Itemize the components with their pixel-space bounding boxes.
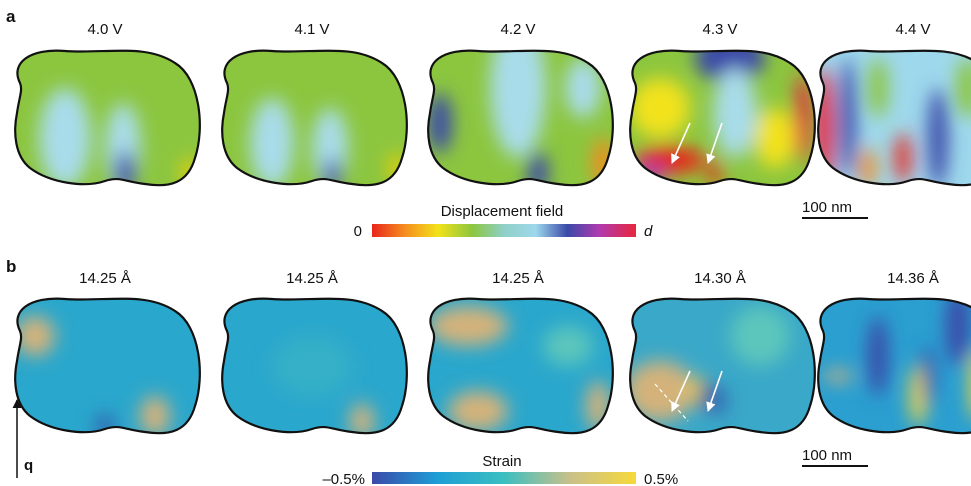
map-region <box>428 306 508 346</box>
particle-outline <box>629 49 816 187</box>
axis-label: q <box>24 457 33 474</box>
map-region <box>15 316 55 356</box>
defect-arrow <box>671 370 691 412</box>
particle-outline <box>221 297 408 435</box>
map-panel <box>428 298 613 434</box>
map-region <box>635 163 665 183</box>
panel-title: 14.25 Å <box>286 270 338 287</box>
colorbar-min: 0 <box>354 223 362 240</box>
panel-title: 4.2 V <box>500 21 535 38</box>
map-panel <box>15 298 200 434</box>
map-region <box>182 158 198 186</box>
map-region <box>630 361 695 421</box>
map-panel <box>15 50 200 186</box>
colorbar-max: d <box>644 223 653 240</box>
map-panel <box>630 50 815 186</box>
map-region <box>528 151 548 186</box>
map-region <box>695 50 765 83</box>
colorbar-max: 0.5% <box>644 471 678 486</box>
map-region <box>428 93 452 153</box>
panel-title: 14.30 Å <box>694 270 746 287</box>
map-region <box>565 58 601 118</box>
map-region <box>910 366 926 426</box>
map-region <box>730 306 790 366</box>
colorbar-title: Strain <box>482 453 521 470</box>
map-panel <box>818 50 971 186</box>
map-region <box>630 78 690 138</box>
map-region <box>795 73 811 163</box>
map-region <box>709 158 721 186</box>
map-region <box>714 385 726 417</box>
panels: 4.0 V 4.1 V 4.2 V 4.3 V 4.4 V 14.25 Å 14.25 Å 1… <box>14 21 971 435</box>
colorbar-title: Displacement field <box>441 203 564 220</box>
map-region <box>956 58 971 118</box>
map-panel <box>818 298 971 434</box>
map-region <box>868 316 888 396</box>
defect-arrow <box>706 370 723 412</box>
map-region <box>818 68 833 186</box>
panel-label: a <box>6 7 16 26</box>
particle-outline <box>221 49 408 187</box>
map-region <box>115 151 135 186</box>
particle-outline <box>14 49 201 187</box>
panel-title: 4.3 V <box>702 21 737 38</box>
panel-title: 14.25 Å <box>492 270 544 287</box>
map-region <box>490 50 546 158</box>
particle-outline <box>629 297 816 435</box>
dashed-line <box>654 383 689 422</box>
particle-outline <box>427 49 614 187</box>
map-region <box>946 298 970 366</box>
map-region <box>324 158 340 186</box>
map-texture <box>818 58 971 186</box>
map-region <box>928 88 948 186</box>
map-texture <box>428 306 610 431</box>
map-region <box>593 138 613 186</box>
panel-title: 4.1 V <box>294 21 329 38</box>
map-region <box>895 133 911 183</box>
map-region <box>350 403 374 434</box>
map-texture <box>823 298 971 426</box>
map-region <box>635 146 705 174</box>
defect-arrow <box>671 122 691 164</box>
map-panel <box>222 298 407 434</box>
map-region <box>713 68 757 158</box>
panel-title: 14.36 Å <box>887 270 939 287</box>
map-panel <box>428 50 613 186</box>
map-panel <box>630 298 815 434</box>
map-texture <box>272 336 374 434</box>
map-region <box>95 414 115 434</box>
colorbar-min: –0.5% <box>322 471 365 486</box>
map-region <box>140 396 170 434</box>
particle-outline <box>427 297 614 435</box>
panel-title: 14.25 Å <box>79 270 131 287</box>
map-region <box>922 346 934 406</box>
map-panel <box>222 50 407 186</box>
colorbar <box>372 472 636 484</box>
particle-outline <box>14 297 201 435</box>
map-region <box>823 370 853 382</box>
panel-label: b <box>6 257 16 276</box>
scale-bar-label: 100 nm <box>802 199 852 216</box>
particle-outline <box>817 49 971 187</box>
panel-title: 4.4 V <box>895 21 930 38</box>
colorbar <box>372 224 636 237</box>
map-region <box>250 98 294 186</box>
map-fill <box>818 298 971 434</box>
map-texture <box>428 50 613 186</box>
panel-title: 4.0 V <box>87 21 122 38</box>
map-region <box>860 148 876 186</box>
map-region <box>755 108 795 168</box>
map-region <box>543 326 593 366</box>
map-region <box>840 58 856 178</box>
map-region <box>868 58 888 118</box>
defect-arrow <box>706 122 723 164</box>
map-region <box>39 88 91 186</box>
map-texture <box>630 50 811 186</box>
map-region <box>272 336 352 396</box>
map-texture <box>39 88 198 186</box>
map-region <box>448 391 508 431</box>
particle-outline <box>817 297 971 435</box>
scale-bar-label: 100 nm <box>802 447 852 464</box>
